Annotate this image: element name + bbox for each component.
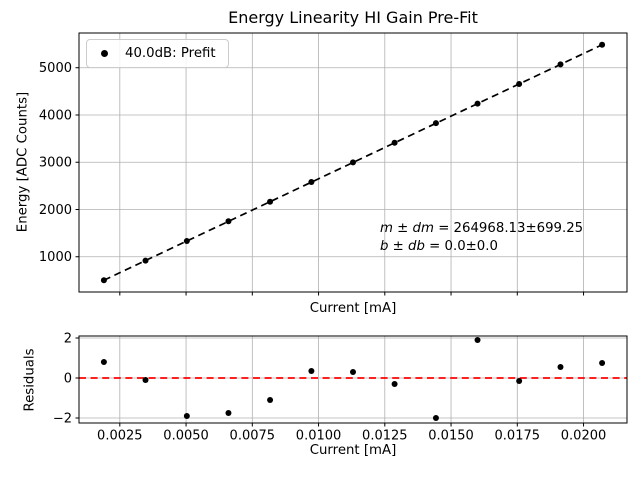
intercept-annotation-line: b ± db = 0.0±0.0 (380, 238, 583, 256)
data-point (350, 159, 356, 166)
y-tick-label: 0 (64, 372, 72, 387)
data-point (142, 377, 149, 383)
bottom-plot-area: 0.0025 0.0050 0.0075 0.0100 0.0125 0.0150 0.01… (53, 332, 628, 444)
bottom-x-axis-label: Current [mA] (309, 443, 397, 458)
data-point (557, 364, 564, 370)
fit-parameters-annotation: m ± dm = 264968.13±699.25 b ± db = 0.0±0… (380, 220, 583, 256)
x-tick-label: 0.0200 (561, 429, 607, 444)
x-tick-label: 0.0100 (296, 429, 342, 444)
x-tick-label: 0.0025 (97, 429, 143, 444)
y-tick-label: 5000 (39, 61, 72, 76)
intercept-symbol: b ± db (380, 239, 425, 254)
x-tick-label: 0.0075 (230, 429, 276, 444)
slope-value: = 264968.13±699.25 (438, 221, 584, 236)
x-tick-label: 0.0150 (428, 429, 474, 444)
bottom-y-axis-label: Residuals (22, 348, 38, 412)
data-point (100, 277, 107, 284)
data-point (183, 237, 190, 244)
data-point (225, 410, 232, 416)
slope-symbol: m ± dm (380, 221, 434, 236)
y-tick-label: 2 (64, 332, 72, 347)
data-point (557, 61, 564, 68)
data-point (308, 368, 315, 374)
data-point (474, 100, 481, 107)
data-point (391, 139, 398, 146)
plot-border (78, 335, 628, 424)
y-tick-label: 2000 (39, 203, 72, 218)
data-point (267, 198, 274, 205)
slope-annotation-line: m ± dm = 264968.13±699.25 (380, 220, 583, 238)
top-x-axis-label: Current [mA] (309, 301, 397, 316)
x-tick-label: 0.0175 (495, 429, 541, 444)
x-tick-label: 0.0125 (362, 429, 408, 444)
figure-title: Energy Linearity HI Gain Pre-Fit (228, 8, 478, 27)
y-tick-label: −2 (53, 412, 72, 427)
y-tick-label: 1000 (39, 250, 72, 265)
top-plot-area: 1000 2000 3000 4000 5000 (39, 32, 628, 296)
data-point (474, 337, 481, 343)
data-point (267, 397, 274, 403)
data-point (599, 360, 606, 366)
data-point (516, 378, 523, 384)
x-tick-label: 0.0050 (163, 429, 209, 444)
data-point (225, 218, 232, 225)
data-point (142, 257, 149, 264)
legend-marker-dot-icon (101, 50, 108, 57)
y-tick-label: 4000 (39, 108, 72, 123)
data-point (100, 359, 107, 365)
data-point (183, 413, 190, 419)
data-point (432, 415, 439, 421)
data-point (350, 369, 356, 375)
data-point (516, 81, 523, 88)
legend-entry-label: 40.0dB: Prefit (125, 46, 216, 61)
data-point (308, 179, 315, 186)
data-point (599, 41, 606, 48)
data-point (432, 120, 439, 127)
top-y-axis-label: Energy [ADC Counts] (15, 91, 31, 233)
y-tick-label: 3000 (39, 156, 72, 171)
intercept-value: = 0.0±0.0 (429, 239, 498, 254)
legend: 40.0dB: Prefit (86, 39, 229, 68)
data-point (391, 381, 398, 387)
